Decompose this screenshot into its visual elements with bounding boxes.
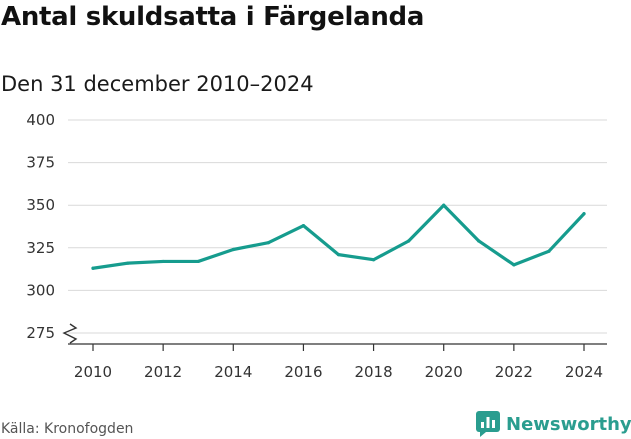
brand-name: Newsworthy bbox=[506, 413, 631, 435]
axis-break-icon bbox=[62, 323, 78, 344]
data-point-2017 bbox=[336, 253, 341, 257]
gridlines bbox=[68, 119, 607, 334]
data-point-2013 bbox=[196, 259, 200, 264]
source-credit: Källa: Kronofogden bbox=[1, 421, 134, 437]
data-point-2019 bbox=[407, 239, 411, 243]
x-tick-label: 2016 bbox=[284, 363, 322, 381]
newsworthy-logo-icon bbox=[476, 411, 500, 437]
x-axis: 2010 2012 2014 2016 2018 2020 2022 2024 bbox=[68, 343, 607, 381]
data-point-2014 bbox=[231, 247, 235, 252]
series-group bbox=[91, 203, 586, 270]
y-tick-label: 375 bbox=[26, 154, 55, 172]
y-tick-label: 350 bbox=[26, 196, 55, 214]
x-tick-label: 2018 bbox=[354, 363, 392, 381]
series-line-0 bbox=[91, 203, 586, 270]
data-point-2010 bbox=[91, 266, 95, 270]
data-point-2016 bbox=[301, 224, 306, 228]
y-tick-label: 400 bbox=[26, 111, 55, 129]
data-point-2020 bbox=[442, 203, 446, 207]
y-axis: 400 375 350 325 300 275 bbox=[26, 111, 55, 342]
data-point-2022 bbox=[512, 263, 516, 267]
x-tick-label: 2024 bbox=[565, 363, 603, 381]
x-tick-label: 2020 bbox=[425, 363, 463, 381]
axis-break-zigzag bbox=[62, 323, 78, 344]
x-tick-label: 2010 bbox=[74, 363, 112, 381]
data-point-2024 bbox=[582, 212, 586, 216]
y-tick-label: 325 bbox=[26, 239, 55, 257]
brand: Newsworthy bbox=[476, 410, 631, 438]
y-tick-label: 275 bbox=[26, 324, 55, 342]
chart-title: Antal skuldsatta i Färgelanda bbox=[1, 2, 425, 32]
x-tick-label: 2014 bbox=[214, 363, 252, 381]
data-point-2018 bbox=[371, 258, 376, 262]
y-tick-label: 300 bbox=[26, 281, 55, 299]
data-point-2015 bbox=[266, 241, 270, 245]
data-point-2023 bbox=[547, 249, 551, 253]
data-point-2012 bbox=[161, 259, 165, 264]
x-tick-label: 2012 bbox=[144, 363, 182, 381]
x-tick-label: 2022 bbox=[495, 363, 533, 381]
data-point-2011 bbox=[126, 261, 130, 265]
chart-subtitle: Den 31 december 2010–2024 bbox=[1, 72, 314, 96]
data-point-2021 bbox=[477, 239, 481, 243]
